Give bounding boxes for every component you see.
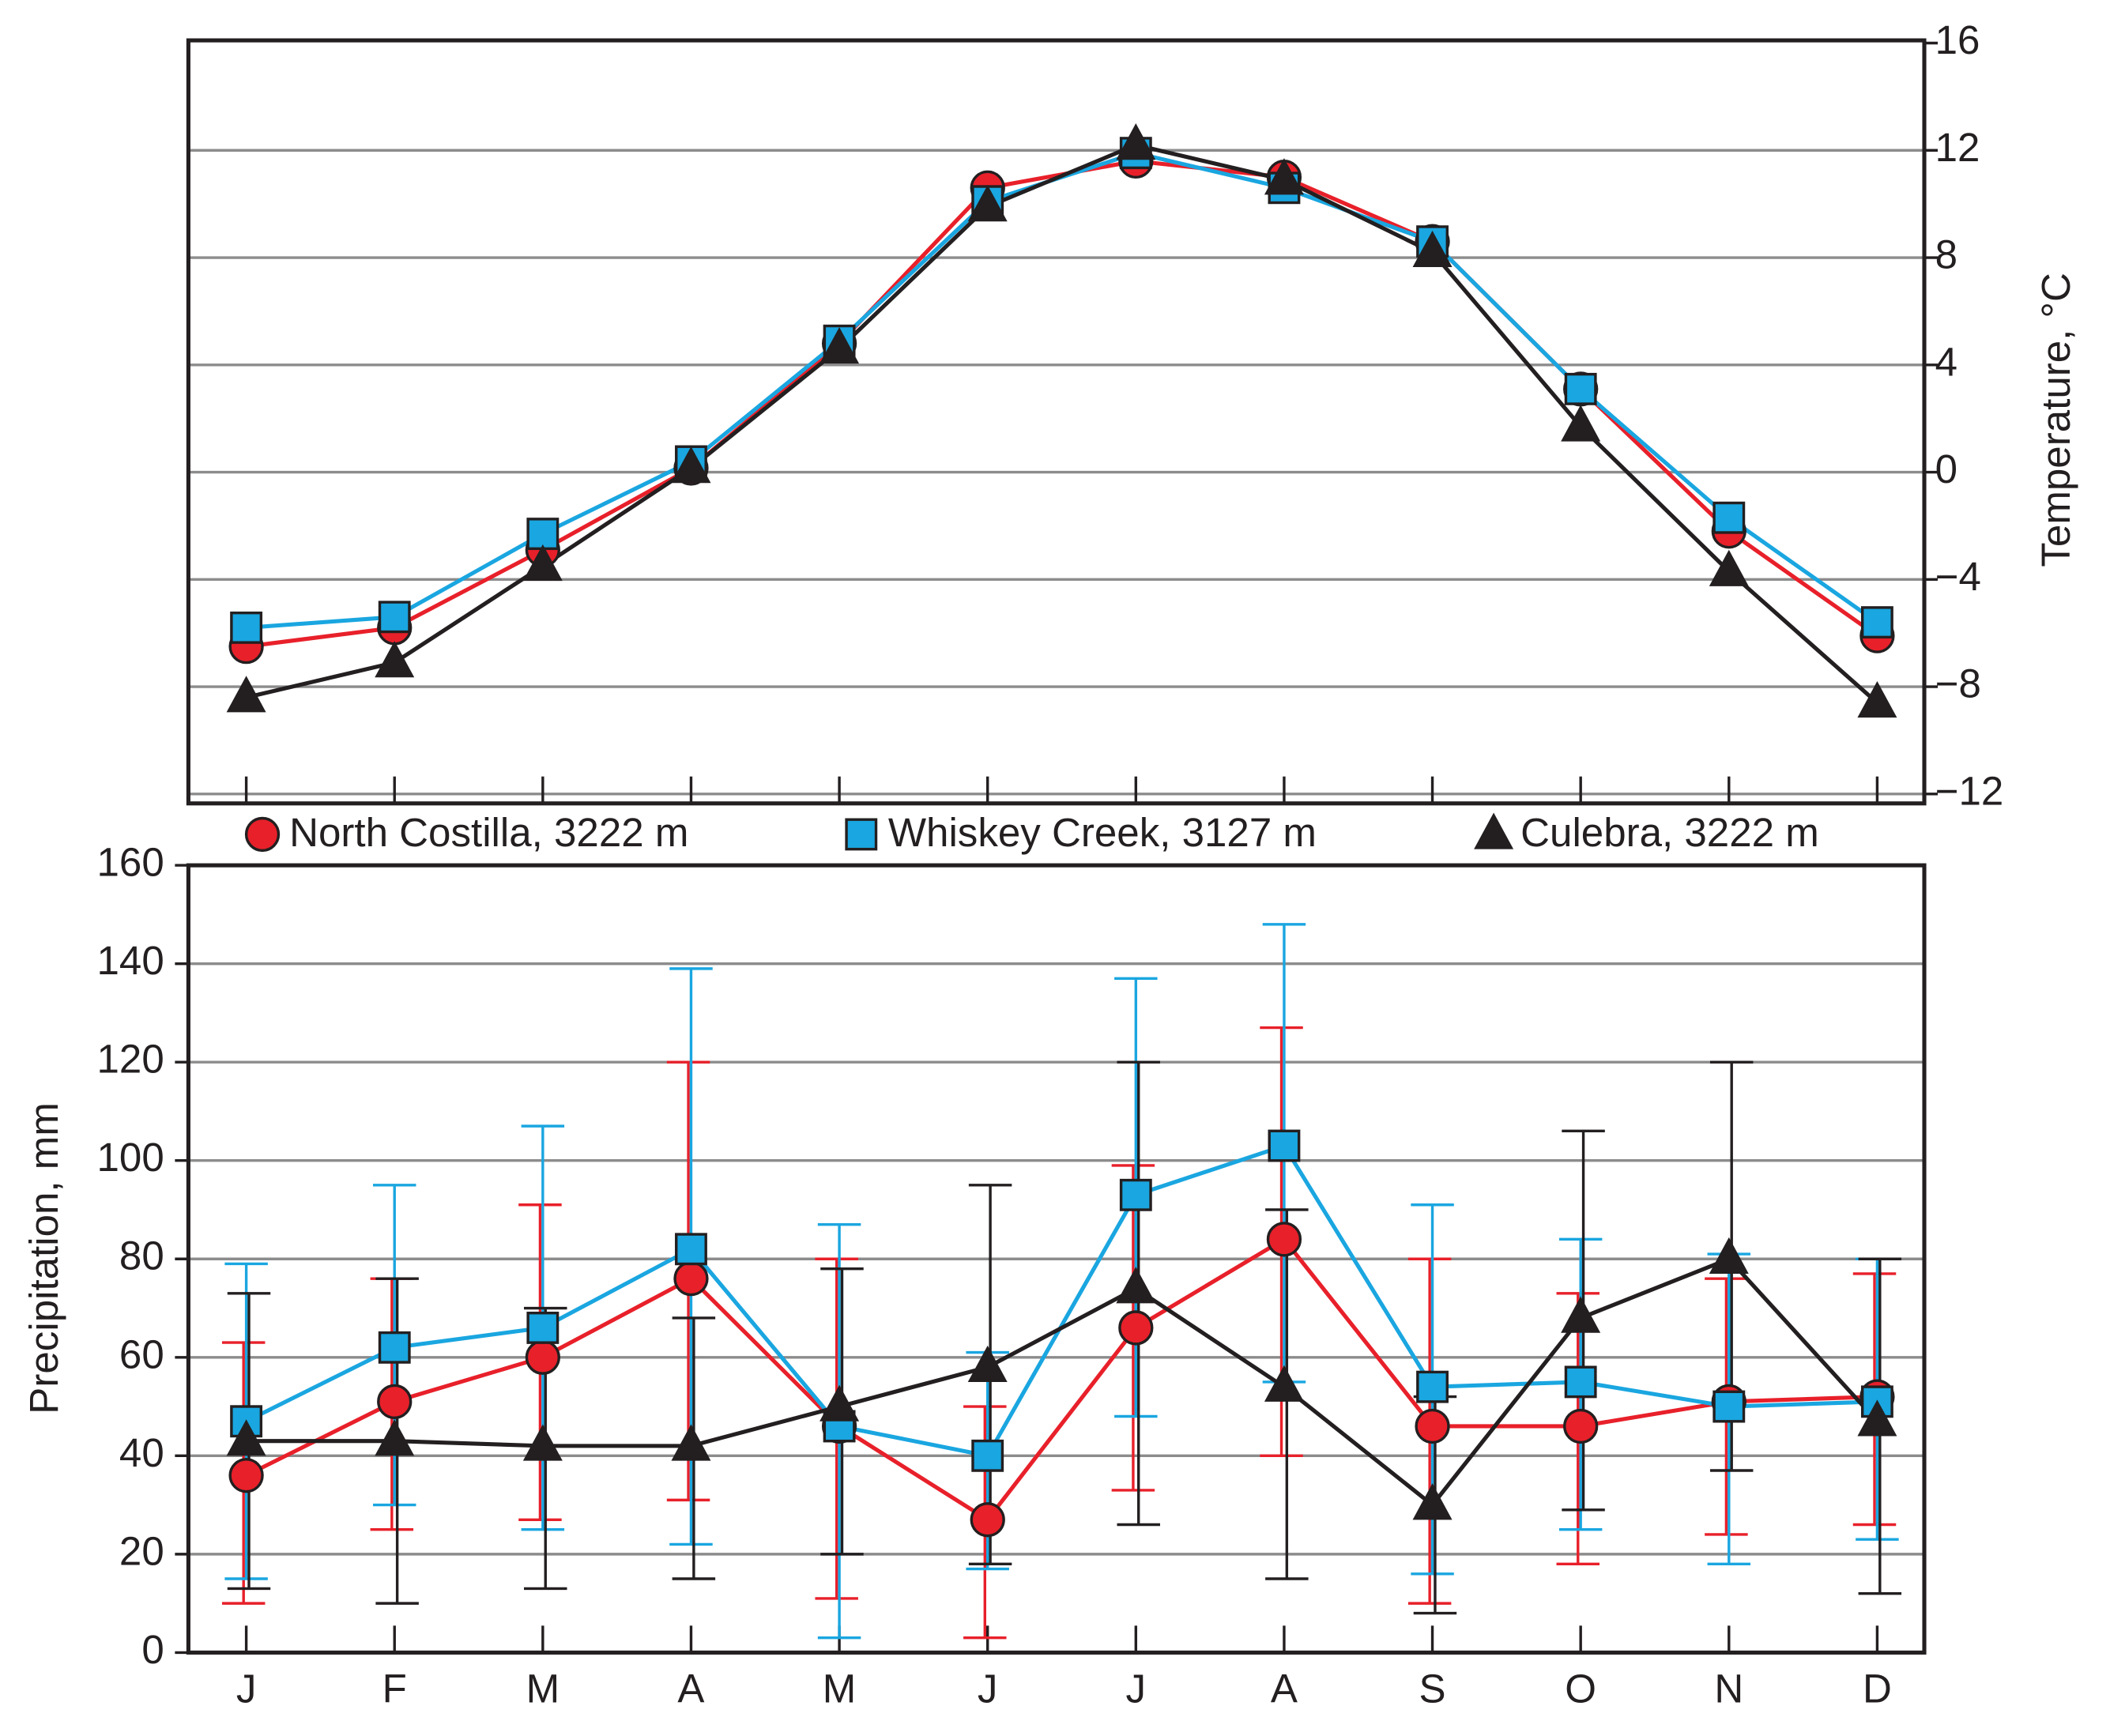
marker [525, 1339, 560, 1375]
marker [1709, 1237, 1749, 1274]
legend-marker [1474, 812, 1514, 849]
marker [1712, 1390, 1746, 1423]
marker [378, 601, 411, 634]
y-tick-label: −4 [1935, 554, 1981, 599]
y-tick-label: 40 [119, 1430, 164, 1475]
legend-entry: North Costilla, 3222 m [244, 810, 688, 855]
marker [1264, 1365, 1304, 1402]
marker [673, 1261, 709, 1297]
marker [1564, 372, 1597, 405]
legend-entry: Culebra, 3222 m [1474, 810, 1819, 855]
x-tick-label: J [1126, 1666, 1147, 1711]
y-axis-title: Temperature, °C [2033, 273, 2078, 567]
marker [375, 641, 415, 678]
marker [1712, 501, 1746, 534]
marker [1857, 1399, 1897, 1437]
marker [1563, 1408, 1599, 1444]
y-tick-label: 0 [1935, 446, 1957, 491]
series-line [246, 159, 1878, 649]
x-tick-label: J [236, 1666, 257, 1711]
marker [820, 1384, 860, 1422]
marker [375, 1419, 415, 1456]
marker [526, 518, 560, 551]
marker [1118, 1310, 1154, 1346]
marker [820, 327, 860, 364]
marker [1860, 606, 1893, 639]
marker [1264, 158, 1304, 195]
y-tick-label: 8 [1935, 232, 1957, 277]
series-line [246, 151, 1878, 630]
marker [230, 611, 263, 644]
marker [1857, 681, 1897, 718]
marker [1116, 1267, 1156, 1304]
plot-frame [186, 38, 1927, 806]
y-tick-label: 4 [1935, 339, 1957, 384]
marker [522, 1424, 563, 1461]
marker [1116, 123, 1156, 160]
y-tick-label: 12 [1935, 125, 1980, 170]
legend-marker [845, 818, 878, 851]
y-tick-label: 80 [119, 1233, 164, 1278]
marker [526, 1311, 560, 1344]
x-tick-label: S [1419, 1666, 1446, 1711]
x-tick-label: A [1271, 1666, 1298, 1711]
legend-label: Whiskey Creek, 3127 m [888, 810, 1317, 855]
y-tick-label: −12 [1935, 768, 2004, 813]
y-tick-label: 20 [119, 1528, 164, 1573]
y-tick-label: 100 [97, 1135, 164, 1180]
marker [970, 1502, 1005, 1538]
marker [1412, 1483, 1453, 1520]
marker [1119, 1178, 1152, 1211]
marker [675, 1233, 707, 1266]
marker [671, 446, 711, 484]
marker [1564, 1365, 1597, 1399]
marker [228, 1458, 264, 1493]
marker [967, 185, 1008, 222]
marker [967, 1345, 1008, 1382]
marker [1412, 230, 1453, 267]
y-tick-label: 16 [1935, 17, 1980, 62]
y-tick-label: 120 [97, 1037, 164, 1082]
y-tick-label: 160 [97, 840, 164, 885]
y-tick-label: 60 [119, 1331, 164, 1376]
y-axis-title: Precipitation, mm [21, 1102, 66, 1414]
marker [226, 676, 266, 713]
series-line [246, 1256, 1879, 1508]
marker [226, 1419, 266, 1456]
marker [1561, 405, 1601, 442]
marker [1709, 549, 1749, 586]
x-tick-label: N [1714, 1666, 1743, 1711]
legend-entry: Whiskey Creek, 3127 m [845, 810, 1317, 855]
legend-label: North Costilla, 3222 m [289, 810, 688, 855]
marker [1415, 1408, 1450, 1444]
marker [1416, 1370, 1449, 1403]
marker [377, 1384, 413, 1419]
x-tick-label: J [978, 1666, 998, 1711]
marker [378, 1331, 411, 1364]
marker [1266, 1222, 1302, 1257]
legend-marker [244, 816, 281, 853]
y-tick-label: 0 [141, 1627, 164, 1672]
series-line [245, 1237, 1878, 1523]
series-line [246, 142, 1879, 705]
y-tick-label: 140 [97, 938, 164, 983]
marker [522, 544, 563, 582]
x-tick-label: M [526, 1666, 560, 1711]
plot-frame [186, 863, 1927, 1655]
y-tick-label: −8 [1935, 661, 1981, 706]
marker [671, 1424, 711, 1461]
marker [1268, 1129, 1301, 1162]
marker [1561, 1296, 1601, 1333]
marker [971, 1439, 1004, 1472]
legend-label: Culebra, 3222 m [1520, 810, 1819, 855]
series-line [245, 1143, 1878, 1459]
x-tick-label: A [677, 1666, 704, 1711]
x-tick-label: F [382, 1666, 407, 1711]
x-tick-label: D [1863, 1666, 1892, 1711]
x-tick-label: O [1565, 1666, 1596, 1711]
x-tick-label: M [823, 1666, 857, 1711]
